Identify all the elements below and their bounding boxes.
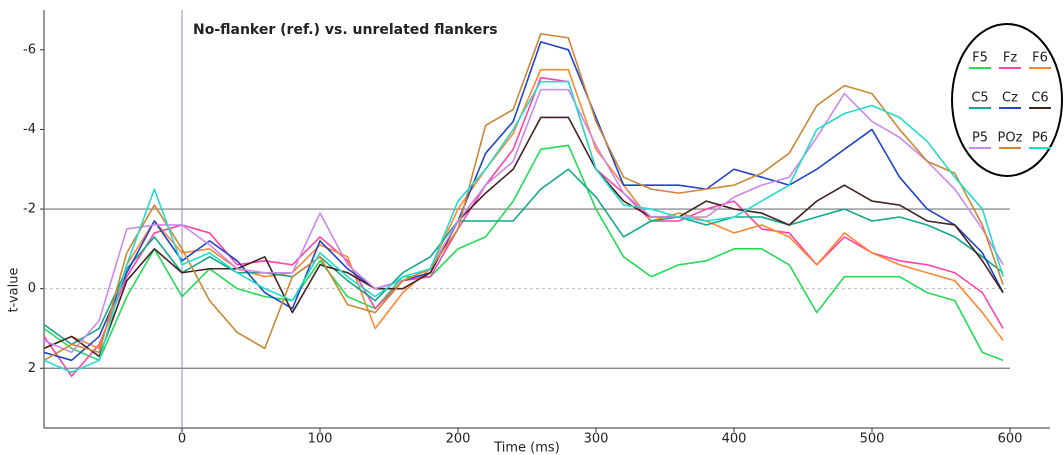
y-tick-label: 2 — [28, 361, 36, 376]
x-tick-label: 400 — [722, 432, 747, 447]
y-tick-label: -4 — [23, 122, 36, 137]
legend-label: P5 — [972, 131, 988, 146]
chart-title: No-flanker (ref.) vs. unrelated flankers — [193, 22, 498, 38]
data-line — [43, 80, 1004, 374]
data-line — [43, 33, 1004, 362]
x-tick-label: 600 — [998, 432, 1023, 447]
y-tick-label: 0 — [28, 281, 36, 296]
data-line — [43, 168, 1004, 346]
legend-label: POz — [998, 131, 1023, 146]
data-line — [43, 76, 1004, 378]
data-line — [43, 144, 1004, 362]
legend-label: P6 — [1032, 131, 1048, 146]
data-line — [43, 68, 1004, 350]
legend-label: C6 — [1031, 91, 1048, 106]
y-tick-label: -2 — [23, 202, 36, 217]
x-axis-label: Time (ms) — [493, 441, 560, 455]
y-axis-label: t-value — [7, 268, 22, 313]
legend-label: F5 — [972, 51, 988, 66]
legend-frame — [951, 23, 1063, 177]
data-line — [43, 88, 1004, 354]
x-tick-label: 500 — [860, 432, 885, 447]
legend-label: Fz — [1003, 51, 1017, 66]
legend-label: F6 — [1032, 51, 1048, 66]
data-line — [43, 116, 1004, 358]
legend-label: Cz — [1002, 91, 1018, 106]
x-tick-label: 200 — [446, 432, 471, 447]
y-tick-label: -6 — [23, 42, 36, 57]
x-tick-label: 100 — [308, 432, 333, 447]
x-tick-label: 300 — [584, 432, 609, 447]
x-tick-label: 0 — [178, 432, 186, 447]
data-line — [43, 41, 1004, 362]
legend-label: C5 — [971, 91, 988, 106]
